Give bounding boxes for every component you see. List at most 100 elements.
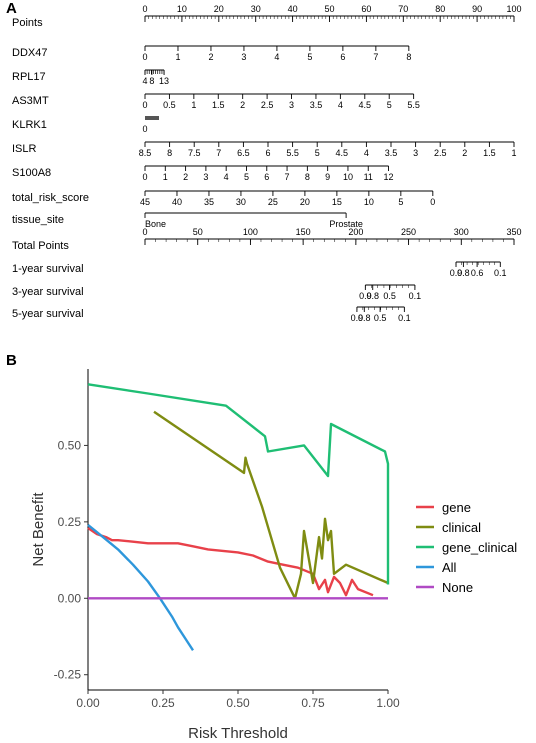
legend-label-all: All — [442, 560, 457, 575]
nomogram-tick-label: 3 — [203, 172, 208, 182]
nomogram-tick-label: 8 — [167, 148, 172, 158]
nomogram-tick-label: 0.9 — [351, 313, 364, 323]
nomogram-tick-label: 6 — [340, 52, 345, 62]
series-line-all — [87, 523, 195, 651]
nomogram-tick-label: 2 — [183, 172, 188, 182]
nomogram-tick-label: 30 — [251, 4, 261, 14]
decision-curve-chart: -0.25 0.00 0.25 0.50 0.00 0.25 0.50 0.75 1.00 Ris… — [30, 369, 517, 742]
nomogram-tick-label: 50 — [324, 4, 334, 14]
nomogram-tick-label: 0.8 — [457, 268, 470, 278]
nomogram-tick-label: 30 — [236, 197, 246, 207]
nomogram-tick-label: 5 — [398, 197, 403, 207]
nomogram-label-islr: ISLR — [12, 143, 37, 155]
nomogram-tick-label: 1 — [175, 52, 180, 62]
x-tick-label: 0.00 — [76, 696, 100, 710]
nomogram-tick-label: 100 — [243, 227, 258, 237]
nomogram-tick-label: 90 — [472, 4, 482, 14]
nomogram-tick-label: 6 — [264, 172, 269, 182]
nomogram-tick-label: 2.5 — [261, 100, 274, 110]
nomogram-tick-label: 0.5 — [163, 100, 176, 110]
nomogram-tick-label: 5.5 — [407, 100, 420, 110]
nomogram-tick-label: 200 — [348, 227, 363, 237]
series-line-clinical — [153, 410, 389, 600]
nomogram-tick-label: 0 — [142, 227, 147, 237]
nomogram-label-3-year-survival: 3-year survival — [12, 286, 84, 298]
nomogram-tick-label: 40 — [288, 4, 298, 14]
nomogram-tick-label: 2 — [208, 52, 213, 62]
nomogram-tick-label: 0.9 — [359, 291, 372, 301]
nomogram-tick-label: 5 — [315, 148, 320, 158]
nomogram-tick-label: 8 — [305, 172, 310, 182]
nomogram-tick-label: 13 — [159, 76, 169, 86]
nomogram-tick-label: 70 — [398, 4, 408, 14]
nomogram-label-s100a8: S100A8 — [12, 167, 51, 179]
nomogram-tick-label: 4 — [224, 172, 229, 182]
nomogram-axis-klrk1 — [145, 116, 159, 120]
nomogram-tick-label: 250 — [401, 227, 416, 237]
x-tick-label: 0.50 — [226, 696, 250, 710]
nomogram-tick-label: 4 — [142, 76, 147, 86]
nomogram-tick-label: 60 — [361, 4, 371, 14]
nomogram-tick-label: 5 — [244, 172, 249, 182]
nomogram-label-rpl17: RPL17 — [12, 71, 46, 83]
nomogram-label-1-year-survival: 1-year survival — [12, 263, 84, 275]
nomogram-label-points: Points — [12, 17, 43, 29]
nomogram-tick-label: 8.5 — [139, 148, 152, 158]
nomogram-tick-label: 10 — [177, 4, 187, 14]
nomogram-label-5-year-survival: 5-year survival — [12, 308, 84, 320]
nomogram-tick-label: 2 — [462, 148, 467, 158]
nomogram-label-total-risk-score: total_risk_score — [12, 192, 89, 204]
panel-b-letter: B — [6, 352, 17, 369]
nomogram-tick-label: 4 — [274, 52, 279, 62]
nomogram-tick-label: 1 — [163, 172, 168, 182]
nomogram-tick-label: 3 — [241, 52, 246, 62]
nomogram-tick-label: 6 — [265, 148, 270, 158]
nomogram-tick-label: 20 — [214, 4, 224, 14]
x-tick-label: 1.00 — [376, 696, 400, 710]
nomogram-tick-label: 0.1 — [494, 268, 507, 278]
nomogram-tick-label: 80 — [435, 4, 445, 14]
nomogram-tick-label: 0.6 — [471, 268, 484, 278]
series-line-gene — [87, 527, 374, 597]
nomogram-tick-label: 0 — [142, 100, 147, 110]
legend-label-none: None — [442, 580, 473, 595]
nomogram-tick-label: 0 — [142, 4, 147, 14]
nomogram-tick-label: 8 — [406, 52, 411, 62]
nomogram-tick-label: 3 — [413, 148, 418, 158]
nomogram-tick-label: 1.5 — [212, 100, 225, 110]
nomogram-tick-label: 5.5 — [286, 148, 299, 158]
nomogram-tick-label: 1 — [191, 100, 196, 110]
nomogram-tick-label: 0.5 — [374, 313, 387, 323]
nomogram-tick-label: 40 — [172, 197, 182, 207]
nomogram-tick-label: 4.5 — [359, 100, 372, 110]
nomogram-tick-label: 3 — [289, 100, 294, 110]
panel-a-letter: A — [6, 0, 17, 17]
nomogram-label-as3mt: AS3MT — [12, 95, 49, 107]
nomogram-tick-label: 5 — [387, 100, 392, 110]
nomogram-tick-label: 1 — [511, 148, 516, 158]
nomogram-tick-label: 3.5 — [385, 148, 398, 158]
nomogram-tick-label: 0.1 — [398, 313, 411, 323]
nomogram-tick-label: Bone — [145, 219, 166, 229]
nomogram-tick-label: 10 — [364, 197, 374, 207]
nomogram-tick-label: 7 — [373, 52, 378, 62]
nomogram-tick-label: 0.1 — [409, 291, 422, 301]
nomogram-tick-label: 9 — [325, 172, 330, 182]
nomogram-tick-label: 25 — [268, 197, 278, 207]
legend-label-gene: gene — [442, 500, 471, 515]
nomogram-tick-label: 0.9 — [450, 268, 463, 278]
x-tick-label: 0.25 — [151, 696, 175, 710]
y-tick-label: 0.00 — [58, 591, 82, 605]
y-axis-title: Net Benefit — [30, 492, 47, 567]
nomogram-tick-label: 15 — [332, 197, 342, 207]
nomogram-label-klrk1: KLRK1 — [12, 119, 47, 131]
nomogram-tick-label: 2.5 — [434, 148, 447, 158]
nomogram-tick-label: Prostate — [329, 219, 363, 229]
nomogram-tick-label: 20 — [300, 197, 310, 207]
nomogram-label-tissue-site: tissue_site — [12, 214, 64, 226]
x-axis-title: Risk Threshold — [188, 725, 288, 742]
nomogram-tick-label: 300 — [454, 227, 469, 237]
y-tick-label: -0.25 — [54, 668, 82, 682]
nomogram-tick-label: 0 — [430, 197, 435, 207]
